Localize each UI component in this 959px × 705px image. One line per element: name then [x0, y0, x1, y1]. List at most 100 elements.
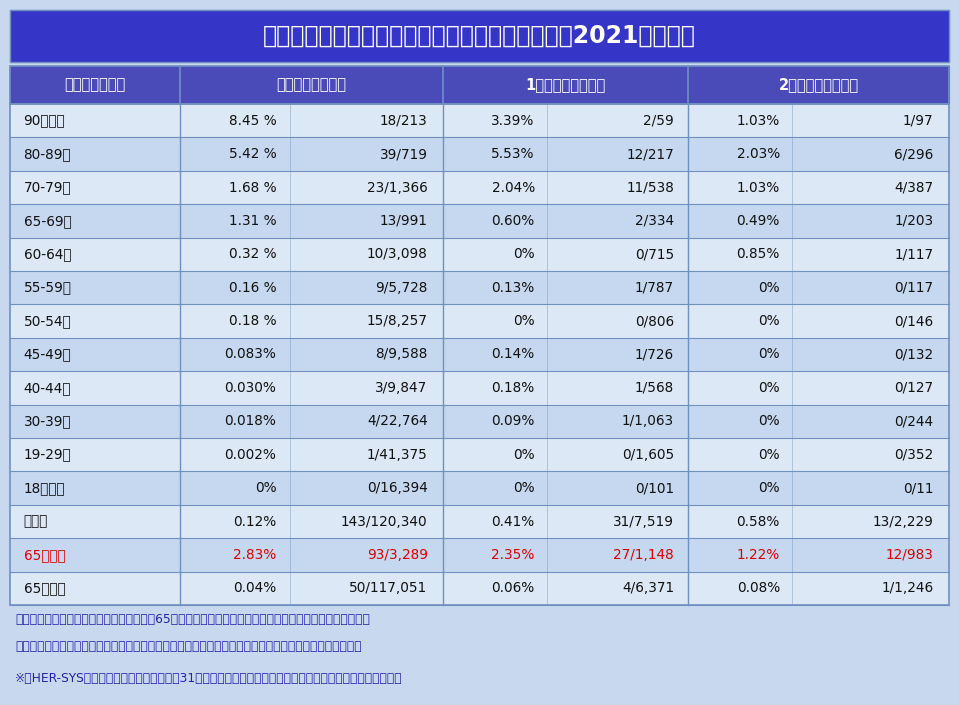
Text: 50-54歳: 50-54歳 — [24, 314, 71, 328]
Text: 注）　期間を絞った調査結果であり、特に65歳未満においては死亡者数が少ないことに留意が必要である: 注） 期間を絞った調査結果であり、特に65歳未満においては死亡者数が少ないことに… — [15, 613, 370, 626]
Text: 0/101: 0/101 — [635, 481, 674, 495]
Text: 0.14%: 0.14% — [492, 348, 535, 362]
Text: 0/806: 0/806 — [635, 314, 674, 328]
Text: 13/2,229: 13/2,229 — [873, 515, 933, 529]
Text: 3/9,847: 3/9,847 — [375, 381, 428, 395]
Text: 11/538: 11/538 — [626, 180, 674, 195]
Text: 0%: 0% — [759, 281, 780, 295]
Text: 1/1,246: 1/1,246 — [881, 582, 933, 595]
Text: 15/8,257: 15/8,257 — [366, 314, 428, 328]
Text: 0.60%: 0.60% — [492, 214, 535, 228]
Text: 2.03%: 2.03% — [737, 147, 780, 161]
Text: 1/117: 1/117 — [894, 247, 933, 262]
Text: 0%: 0% — [513, 481, 535, 495]
Text: 10/3,098: 10/3,098 — [366, 247, 428, 262]
Bar — [10, 572, 949, 605]
Text: 30-39歳: 30-39歳 — [24, 415, 71, 429]
Bar — [10, 438, 949, 472]
Text: 0.58%: 0.58% — [737, 515, 780, 529]
Text: 4/6,371: 4/6,371 — [622, 582, 674, 595]
Bar — [10, 305, 949, 338]
Text: 2/334: 2/334 — [635, 214, 674, 228]
Text: 0.16 %: 0.16 % — [229, 281, 276, 295]
Text: 0/146: 0/146 — [894, 314, 933, 328]
Text: 0.13%: 0.13% — [492, 281, 535, 295]
Text: 未接種者　致死率: 未接種者 致死率 — [276, 78, 346, 92]
Text: 5.53%: 5.53% — [491, 147, 535, 161]
Bar — [10, 372, 949, 405]
Bar — [10, 238, 949, 271]
Text: 0%: 0% — [759, 348, 780, 362]
Text: 55-59歳: 55-59歳 — [24, 281, 72, 295]
Text: 0%: 0% — [759, 381, 780, 395]
Text: 93/3,289: 93/3,289 — [366, 548, 428, 562]
Text: 1/1,063: 1/1,063 — [622, 415, 674, 429]
Text: 39/719: 39/719 — [380, 147, 428, 161]
Text: 0.08%: 0.08% — [737, 582, 780, 595]
Text: 2回接種者　致死率: 2回接種者 致死率 — [779, 78, 858, 92]
Bar — [10, 10, 949, 62]
Text: 0%: 0% — [759, 448, 780, 462]
Text: 65歳未満: 65歳未満 — [24, 582, 65, 595]
Text: 0.41%: 0.41% — [492, 515, 535, 529]
Text: 0.32 %: 0.32 % — [229, 247, 276, 262]
Bar — [10, 104, 949, 137]
Bar — [10, 204, 949, 238]
Text: 50/117,051: 50/117,051 — [349, 582, 428, 595]
Text: 143/120,340: 143/120,340 — [341, 515, 428, 529]
Text: 0/244: 0/244 — [894, 415, 933, 429]
Text: 0.09%: 0.09% — [491, 415, 535, 429]
Text: 1/568: 1/568 — [635, 381, 674, 395]
Text: 0.04%: 0.04% — [233, 582, 276, 595]
Text: 2/59: 2/59 — [643, 114, 674, 128]
Text: 1.03%: 1.03% — [737, 114, 780, 128]
Text: 1.31 %: 1.31 % — [229, 214, 276, 228]
Text: 40-44歳: 40-44歳 — [24, 381, 71, 395]
Text: 0%: 0% — [759, 415, 780, 429]
Text: 8.45 %: 8.45 % — [228, 114, 276, 128]
Text: 0.18%: 0.18% — [492, 381, 535, 395]
Text: 23/1,366: 23/1,366 — [367, 180, 428, 195]
Text: 1/787: 1/787 — [635, 281, 674, 295]
Text: 0.06%: 0.06% — [492, 582, 535, 595]
Text: 0.083%: 0.083% — [224, 348, 276, 362]
Bar — [10, 338, 949, 372]
Text: 13/991: 13/991 — [380, 214, 428, 228]
Text: 0/11: 0/11 — [902, 481, 933, 495]
Text: 全年齢: 全年齢 — [24, 515, 48, 529]
Text: 9/5,728: 9/5,728 — [375, 281, 428, 295]
Text: 1回接種者　致死率: 1回接種者 致死率 — [526, 78, 606, 92]
Bar — [10, 171, 949, 204]
Text: 0/117: 0/117 — [894, 281, 933, 295]
Text: 4/22,764: 4/22,764 — [367, 415, 428, 429]
Text: 0%: 0% — [759, 481, 780, 495]
Text: 0/352: 0/352 — [894, 448, 933, 462]
Text: 0/715: 0/715 — [635, 247, 674, 262]
Text: 45-49歳: 45-49歳 — [24, 348, 71, 362]
Text: ※　HER-SYSデータ集計値　死亡数は８月31日時点で集計　死亡の入力率は７割程度である点に留意が必要: ※ HER-SYSデータ集計値 死亡数は８月31日時点で集計 死亡の入力率は７割… — [15, 672, 403, 685]
Text: 1/97: 1/97 — [902, 114, 933, 128]
Text: 90歳以上: 90歳以上 — [24, 114, 65, 128]
Text: 1/726: 1/726 — [635, 348, 674, 362]
Text: 0.002%: 0.002% — [224, 448, 276, 462]
Text: 0.030%: 0.030% — [224, 381, 276, 395]
Bar — [10, 66, 949, 104]
Bar — [10, 66, 949, 104]
Text: 0%: 0% — [513, 314, 535, 328]
Text: 6/296: 6/296 — [894, 147, 933, 161]
Bar — [10, 505, 949, 538]
Text: 4/387: 4/387 — [894, 180, 933, 195]
Text: 60-64歳: 60-64歳 — [24, 247, 71, 262]
Text: 70-79歳: 70-79歳 — [24, 180, 71, 195]
Text: 3.39%: 3.39% — [491, 114, 535, 128]
Text: 12/217: 12/217 — [626, 147, 674, 161]
Text: 0%: 0% — [759, 314, 780, 328]
Text: 0%: 0% — [513, 247, 535, 262]
Text: 8/9,588: 8/9,588 — [375, 348, 428, 362]
Text: 1.68 %: 1.68 % — [229, 180, 276, 195]
Text: 0/132: 0/132 — [894, 348, 933, 362]
Text: 5.42 %: 5.42 % — [228, 147, 276, 161]
Text: 19-29歳: 19-29歳 — [24, 448, 71, 462]
Text: 2.83%: 2.83% — [233, 548, 276, 562]
Text: 0%: 0% — [255, 481, 276, 495]
